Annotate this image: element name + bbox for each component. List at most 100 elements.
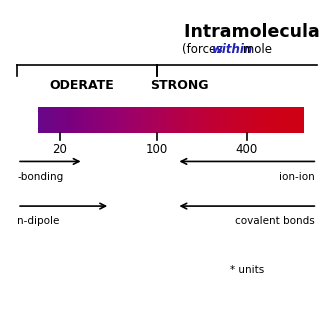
Bar xyxy=(289,107,290,132)
Bar xyxy=(311,107,312,132)
Bar xyxy=(81,107,82,132)
Bar xyxy=(193,107,194,132)
Bar xyxy=(198,107,199,132)
Bar xyxy=(275,107,276,132)
Bar xyxy=(188,107,189,132)
Bar xyxy=(180,107,181,132)
Bar xyxy=(21,107,22,132)
Bar xyxy=(166,107,167,132)
Bar xyxy=(288,107,289,132)
Bar xyxy=(52,107,53,132)
Bar xyxy=(182,107,183,132)
Bar xyxy=(286,107,287,132)
Bar xyxy=(89,107,90,132)
Bar xyxy=(59,107,60,132)
Bar xyxy=(109,107,110,132)
Bar xyxy=(79,107,80,132)
Bar xyxy=(175,107,177,132)
Bar xyxy=(42,107,43,132)
Bar xyxy=(297,107,298,132)
Bar xyxy=(156,107,157,132)
Bar xyxy=(199,107,200,132)
Bar xyxy=(129,107,130,132)
Bar xyxy=(144,107,145,132)
Bar xyxy=(47,107,48,132)
Bar xyxy=(61,107,62,132)
Bar xyxy=(25,107,26,132)
Bar xyxy=(223,107,225,132)
Bar xyxy=(137,107,138,132)
Bar xyxy=(25,107,27,132)
Bar xyxy=(133,107,134,132)
Bar xyxy=(310,107,311,132)
Bar xyxy=(291,107,292,132)
Bar xyxy=(97,107,98,132)
Bar xyxy=(226,107,227,132)
Bar xyxy=(213,107,214,132)
Bar xyxy=(282,107,283,132)
Bar xyxy=(111,107,112,132)
Bar xyxy=(29,107,30,132)
Bar xyxy=(120,107,121,132)
Bar xyxy=(17,107,18,132)
Bar xyxy=(295,107,296,132)
Bar xyxy=(64,107,65,132)
Bar xyxy=(239,107,240,132)
Bar xyxy=(194,107,195,132)
Bar xyxy=(20,107,21,132)
Bar xyxy=(262,107,263,132)
Bar xyxy=(178,107,179,132)
Bar xyxy=(74,107,75,132)
Bar xyxy=(268,107,269,132)
Bar xyxy=(41,107,42,132)
Bar xyxy=(99,107,100,132)
Bar xyxy=(237,107,238,132)
Bar xyxy=(221,107,222,132)
Bar xyxy=(286,107,288,132)
Bar xyxy=(109,107,110,132)
Bar xyxy=(214,107,215,132)
Bar xyxy=(214,107,215,132)
Bar xyxy=(141,107,142,132)
Bar xyxy=(261,107,262,132)
Bar xyxy=(130,107,131,132)
Bar xyxy=(168,107,169,132)
Bar xyxy=(273,107,274,132)
Bar xyxy=(224,107,225,132)
Bar xyxy=(161,107,162,132)
Bar xyxy=(54,107,55,132)
Bar xyxy=(240,107,241,132)
Bar xyxy=(203,107,204,132)
Bar xyxy=(251,107,252,132)
Bar xyxy=(90,107,91,132)
Bar xyxy=(220,107,221,132)
Bar xyxy=(268,107,269,132)
Bar xyxy=(103,107,104,132)
Bar xyxy=(183,107,184,132)
Bar xyxy=(37,107,38,132)
Bar xyxy=(236,107,237,132)
Bar xyxy=(302,107,303,132)
Bar xyxy=(228,107,229,132)
Bar xyxy=(117,107,118,132)
Bar xyxy=(316,107,317,132)
Bar xyxy=(296,107,297,132)
Bar xyxy=(177,107,178,132)
Bar xyxy=(150,107,151,132)
Bar xyxy=(146,107,147,132)
Bar xyxy=(142,107,143,132)
Text: * units: * units xyxy=(230,265,264,275)
Text: covalent bonds: covalent bonds xyxy=(235,216,315,226)
Bar xyxy=(164,107,165,132)
Bar xyxy=(270,107,271,132)
Bar xyxy=(88,107,89,132)
Bar xyxy=(28,107,29,132)
Bar xyxy=(62,107,63,132)
Bar xyxy=(118,107,119,132)
Bar xyxy=(197,107,198,132)
Bar xyxy=(218,107,219,132)
Bar xyxy=(248,107,249,132)
Bar xyxy=(122,107,123,132)
Bar xyxy=(108,107,109,132)
Bar xyxy=(283,107,284,132)
